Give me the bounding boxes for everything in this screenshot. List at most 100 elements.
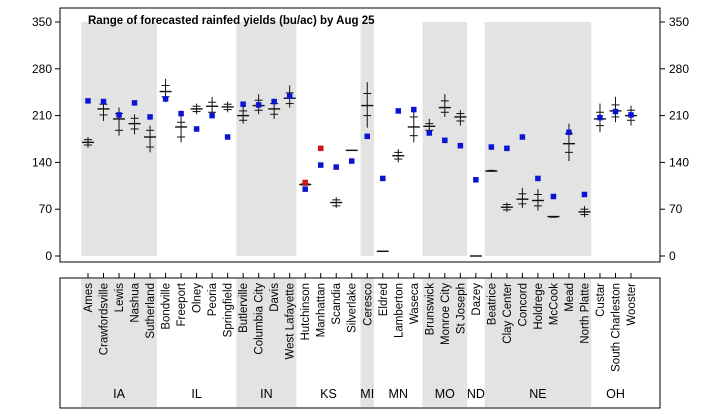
observed-point [317, 162, 324, 168]
observed-point [255, 102, 262, 108]
label-band-mi [360, 279, 375, 407]
station-label: Custar [595, 283, 607, 317]
shade-band-ne [484, 22, 592, 256]
station-label: Olney [192, 283, 204, 313]
forecast-range-24 [454, 110, 467, 126]
station-label: Crawfordsville [99, 283, 111, 355]
station-label: Bondville [161, 283, 173, 330]
x-axis-ticks [87, 273, 632, 278]
observed-point [581, 191, 588, 198]
observed-point [100, 98, 107, 105]
station-label: Concord [517, 283, 529, 326]
observed-point [597, 114, 603, 121]
station-label: St Joseph [455, 283, 467, 334]
forecast-range-26 [485, 169, 498, 172]
state-label-mn: MN [389, 387, 408, 401]
label-band-ne [484, 279, 592, 407]
station-label: Wooster [626, 283, 638, 326]
label-band-mo [422, 279, 468, 407]
observed-point [162, 96, 169, 102]
forecast-range-16 [330, 197, 343, 208]
station-label: Clay Center [502, 283, 514, 344]
forecast-range-21 [407, 108, 420, 143]
observed-point [240, 101, 246, 107]
state-label-ks: KS [320, 387, 337, 401]
y-tick-label-right: 0 [669, 249, 676, 263]
observed-point [535, 175, 541, 182]
forecast-range-6 [175, 115, 188, 143]
forecast-range-29 [531, 189, 544, 211]
observed-point [488, 144, 495, 150]
y-axis-left: 0 70 140 210 280 350 [32, 15, 60, 263]
station-label: Columbia City [254, 283, 266, 355]
observed-point [519, 134, 526, 140]
observed-point [271, 98, 277, 105]
observed-point [147, 114, 153, 120]
observed-point [333, 164, 339, 170]
state-label-oh: OH [606, 387, 625, 401]
station-labels: Ames Crawfordsville Lewis Nashua Sutherland B… [83, 282, 638, 372]
forecast-range-0 [82, 136, 94, 148]
forecast-range-7 [190, 103, 203, 115]
station-label: Butlerville [238, 283, 250, 333]
station-label: Freeport [176, 282, 188, 326]
y-tick-label-left: 280 [32, 62, 52, 76]
station-label: Ames [83, 283, 95, 313]
chart-title: Range of forecasted rainfed yields (bu/a… [88, 15, 375, 27]
station-label: West Lafayette [285, 283, 297, 360]
observed-point [85, 98, 91, 104]
station-label: North Platte [579, 283, 591, 344]
observed-point [473, 177, 479, 183]
label-band-in [236, 279, 297, 407]
y-tick-label-right: 350 [669, 15, 689, 29]
y-tick-label-right: 280 [669, 62, 689, 76]
y-tick-label-left: 350 [32, 15, 52, 29]
shaded-bands-plot [81, 22, 592, 256]
observed-points [85, 93, 634, 200]
observed-point [612, 108, 619, 115]
station-label: Waseca [409, 282, 421, 324]
station-label: Ceresco [362, 283, 374, 326]
station-label: Nashua [130, 282, 142, 322]
forecast-range-32 [578, 205, 591, 218]
station-label: Holdrege [533, 283, 545, 330]
y-tick-label-right: 70 [669, 202, 683, 216]
observed-point [364, 133, 371, 140]
station-label: Davis [269, 283, 281, 312]
observed-point [380, 175, 386, 182]
state-label-mi: MI [360, 387, 374, 401]
observed-point [193, 126, 200, 132]
state-label-il: IL [191, 387, 201, 401]
station-label: Springfield [223, 283, 235, 337]
station-label: McCook [548, 283, 560, 325]
observed-point [348, 158, 355, 164]
state-labels: IA IL IN KS MI MN MO ND NE OH [113, 387, 625, 401]
observed-point-alt [302, 179, 308, 186]
forecast-range-20 [392, 149, 405, 163]
forecast-range-30 [547, 215, 560, 218]
state-label-mo: MO [435, 387, 455, 401]
observed-point [550, 193, 557, 200]
y-tick-label-right: 140 [669, 155, 689, 169]
observed-point [628, 112, 634, 118]
station-label: Eldred [378, 283, 390, 316]
y-tick-label-right: 210 [669, 109, 689, 123]
label-band-ia [81, 279, 157, 407]
observed-point [457, 142, 464, 149]
station-label: Silverlake [347, 283, 359, 333]
forecast-range-10 [237, 105, 250, 124]
y-axis-right: 0 70 140 210 280 350 [660, 15, 689, 263]
station-label: Hutchinson [300, 283, 312, 341]
y-tick-label-left: 70 [39, 202, 53, 216]
forecast-range-4 [144, 125, 157, 153]
observed-point [442, 137, 448, 144]
state-label-in: IN [260, 387, 273, 401]
plot-frame [59, 7, 661, 263]
y-tick-label-left: 210 [32, 109, 52, 123]
forecast-range-18 [361, 82, 374, 128]
y-tick-label-left: 0 [45, 249, 52, 263]
station-label: Mead [564, 283, 576, 312]
observed-point [302, 186, 308, 192]
station-label: Scandia [331, 282, 343, 324]
